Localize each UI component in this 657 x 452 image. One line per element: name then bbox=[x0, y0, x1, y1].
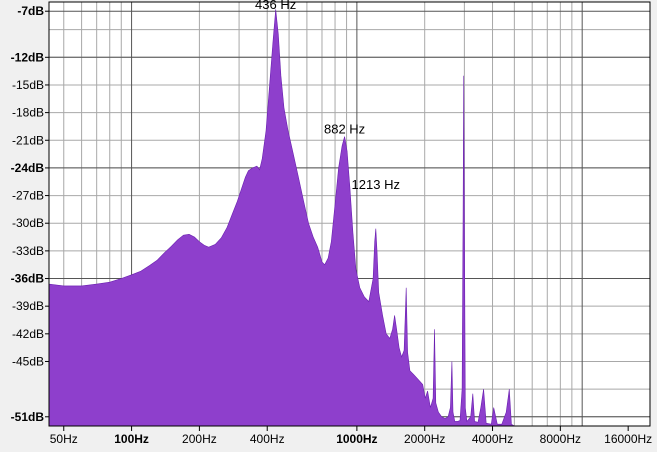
y-tick-label: -18dB bbox=[12, 106, 44, 120]
y-axis: -7dB -12dB -15dB -18dB -21dB -24dB -27dB -30dB -… bbox=[11, 4, 49, 424]
x-axis: 50Hz 100Hz 200Hz 400Hz 1000Hz 2000Hz 4000Hz 800… bbox=[50, 426, 652, 446]
x-tick-label: 50Hz bbox=[50, 432, 78, 446]
y-tick-label: -36dB bbox=[11, 272, 45, 286]
peak-annotation: 1213 Hz bbox=[352, 177, 400, 192]
x-tick-label: 400Hz bbox=[250, 432, 285, 446]
y-tick-label: -12dB bbox=[11, 50, 45, 64]
y-tick-label: -33dB bbox=[12, 244, 44, 258]
y-tick-label: -30dB bbox=[12, 216, 44, 230]
y-tick-label: -51dB bbox=[11, 410, 45, 424]
y-tick-label: -7dB bbox=[17, 4, 44, 18]
y-tick-label: -42dB bbox=[12, 327, 44, 341]
y-tick-label: -39dB bbox=[12, 299, 44, 313]
peak-annotation: 882 Hz bbox=[324, 122, 365, 137]
x-tick-label: 8000Hz bbox=[540, 432, 581, 446]
x-tick-label: 100Hz bbox=[114, 432, 149, 446]
x-tick-label: 16000Hz bbox=[604, 432, 652, 446]
y-tick-label: -45dB bbox=[12, 354, 44, 368]
spectrum-area bbox=[48, 9, 516, 427]
y-tick-label: -21dB bbox=[12, 133, 44, 147]
x-tick-label: 2000Hz bbox=[404, 432, 445, 446]
y-tick-label: -24dB bbox=[11, 161, 45, 175]
x-tick-label: 4000Hz bbox=[472, 432, 513, 446]
y-tick-label: -15dB bbox=[12, 78, 44, 92]
x-tick-label: 200Hz bbox=[182, 432, 217, 446]
x-tick-label: 1000Hz bbox=[336, 432, 377, 446]
peak-annotation: 436 Hz bbox=[255, 0, 296, 12]
y-tick-label: -27dB bbox=[12, 189, 44, 203]
plot-frame bbox=[48, 1, 651, 427]
peak-annotations: 436 Hz 882 Hz 1213 Hz bbox=[255, 0, 400, 192]
